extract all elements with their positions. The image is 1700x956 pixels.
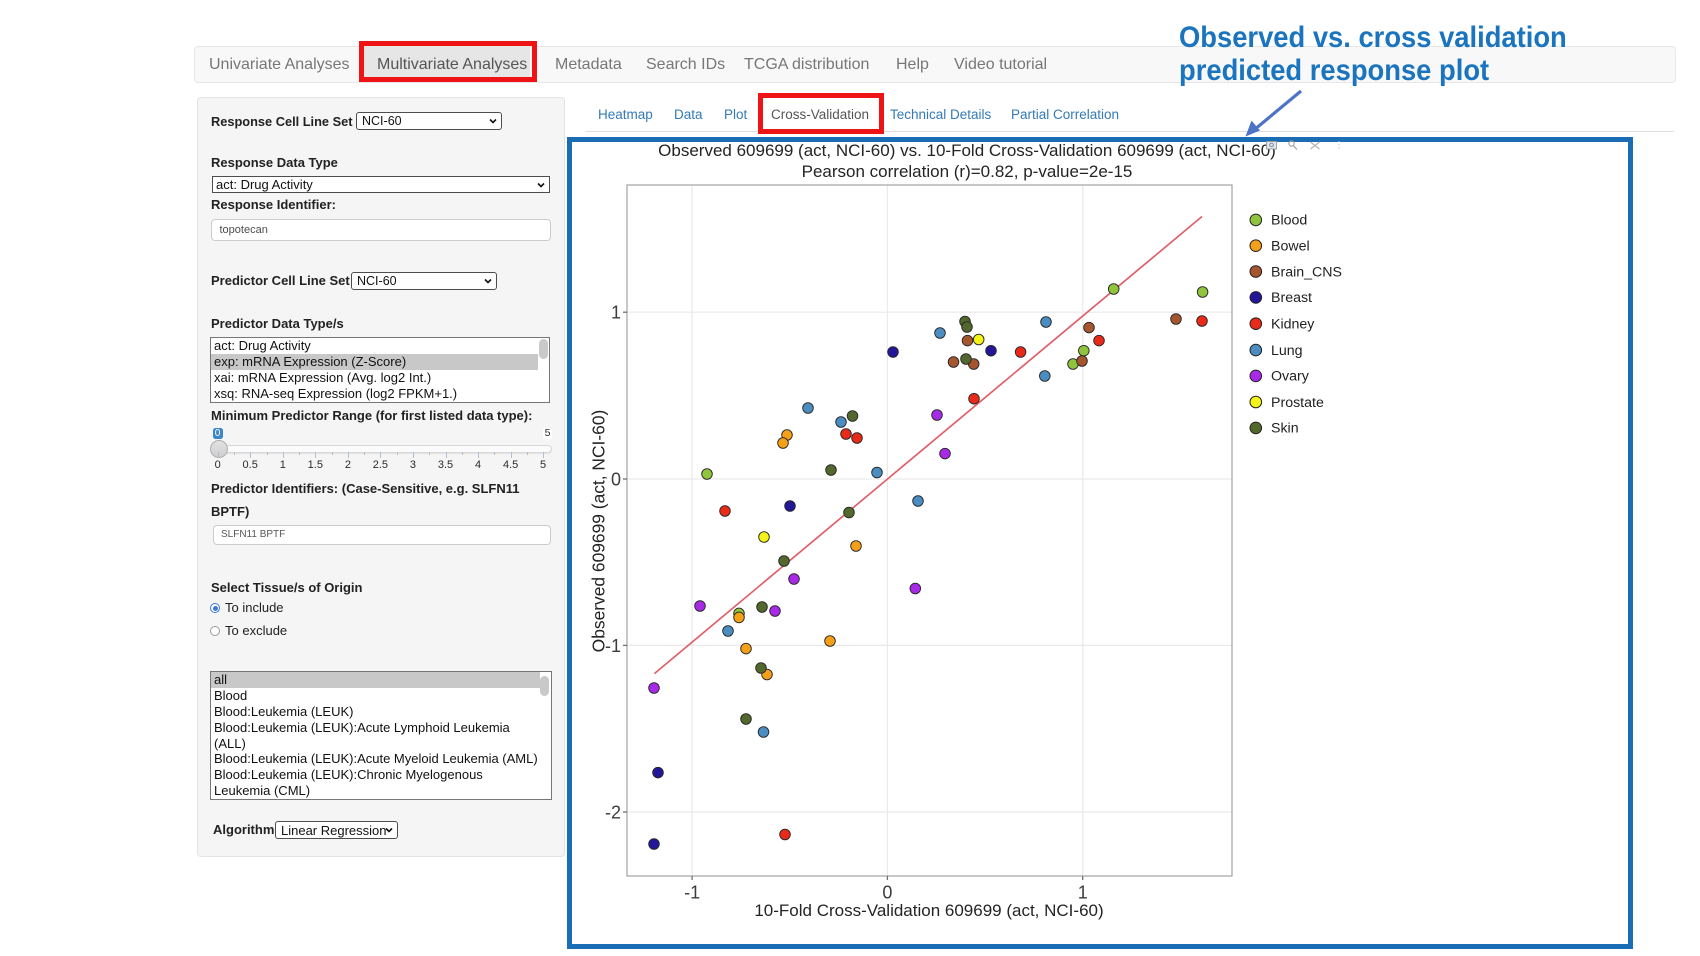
- svg-text:1: 1: [1078, 883, 1088, 903]
- svg-text:Kidney: Kidney: [1271, 317, 1315, 333]
- svg-text:-1: -1: [605, 636, 621, 656]
- svg-text:Breast: Breast: [1271, 290, 1312, 306]
- svg-text:Bowel: Bowel: [1271, 239, 1310, 255]
- svg-text:1: 1: [611, 303, 621, 323]
- svg-text:-2: -2: [605, 803, 621, 823]
- svg-text:0: 0: [611, 470, 621, 490]
- svg-text:Prostate: Prostate: [1271, 395, 1324, 411]
- svg-text:-1: -1: [684, 883, 700, 903]
- svg-text:Blood: Blood: [1271, 213, 1307, 229]
- svg-text:0: 0: [882, 883, 892, 903]
- svg-text:Ovary: Ovary: [1271, 369, 1310, 385]
- svg-text:Lung: Lung: [1271, 343, 1303, 359]
- svg-text:Brain_CNS: Brain_CNS: [1271, 264, 1342, 280]
- svg-text:Skin: Skin: [1271, 421, 1299, 437]
